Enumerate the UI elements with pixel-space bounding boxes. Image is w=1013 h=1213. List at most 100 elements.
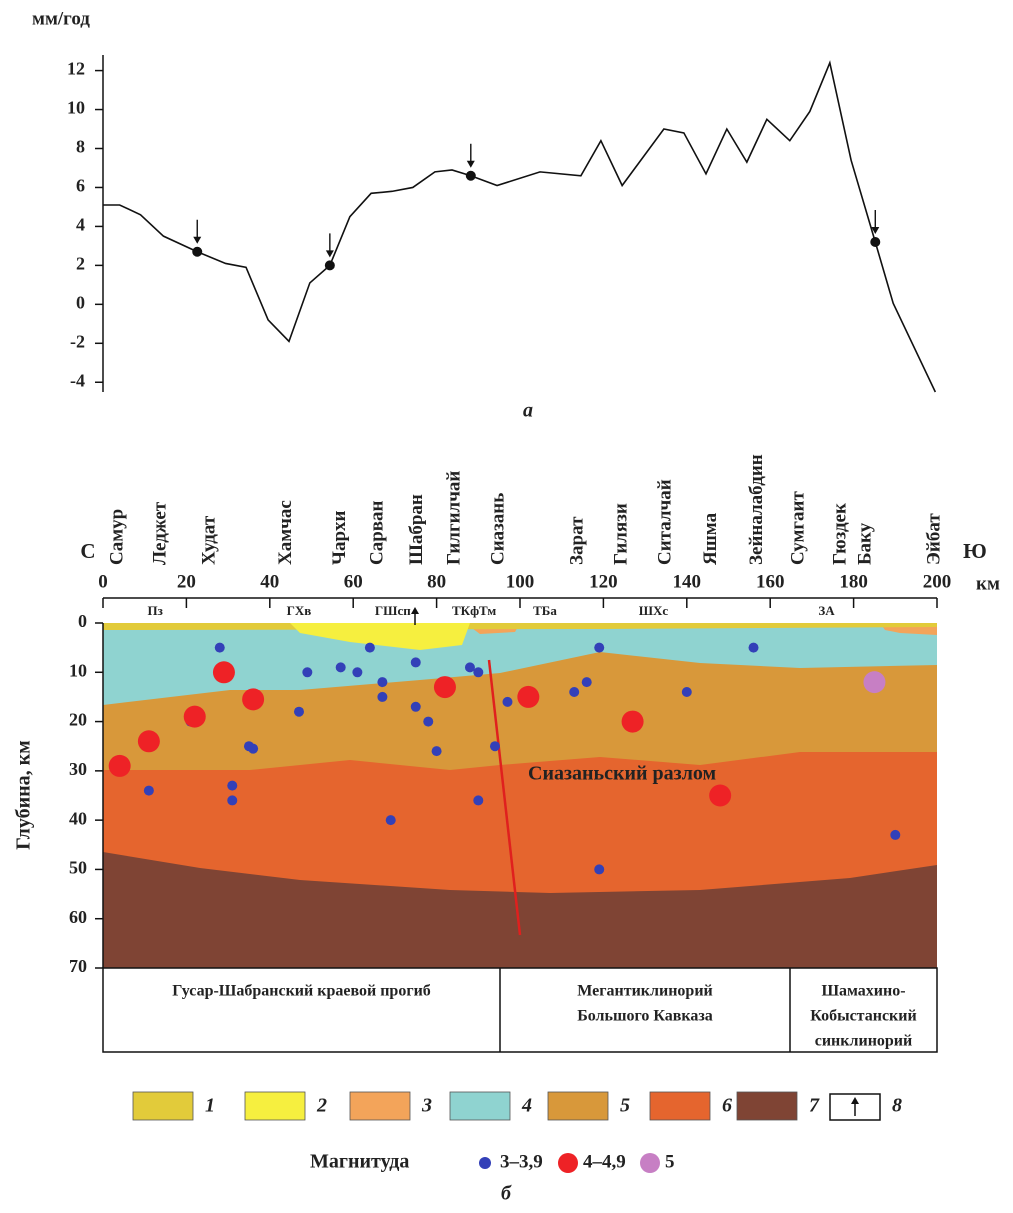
earthquake (709, 784, 732, 807)
x-tick-label: 20 (177, 571, 196, 592)
place-label: Сиазань (488, 493, 509, 565)
earthquake (410, 657, 421, 668)
y-tick-label: -2 (70, 331, 85, 351)
earthquake (293, 706, 304, 717)
structure-label: Гусар-Шабранский краевой прогиб (172, 983, 431, 1000)
arrow-head (871, 227, 880, 235)
y-tick-label: -4 (70, 370, 85, 390)
earthquake (473, 795, 484, 806)
legend-label: 4 (521, 1095, 532, 1117)
earthquake (364, 642, 375, 653)
y-tick-label: 2 (76, 254, 85, 274)
earthquake (863, 671, 886, 694)
earthquake (377, 677, 388, 688)
zone-label: ТБа (533, 603, 557, 618)
earthquake (227, 795, 238, 806)
zone-label: ТКфТм (452, 603, 496, 618)
legend-swatch (736, 1091, 798, 1121)
structure-label: Шамахино- (821, 983, 905, 1000)
structure-label: синклинорий (815, 1033, 913, 1050)
x-tick-label: 80 (427, 571, 446, 592)
place-label: Зейналабдин (746, 454, 767, 565)
y-tick-label: 70 (69, 956, 87, 976)
structure-label: Кобыстанский (810, 1008, 916, 1025)
earthquake (385, 815, 396, 826)
x-tick-label: 180 (839, 571, 868, 592)
y-tick-label: 10 (69, 660, 87, 680)
y-tick-label: 6 (76, 176, 85, 196)
zone-label: ЗА (818, 603, 835, 618)
earthquake (489, 741, 500, 752)
legend-label: 6 (722, 1095, 732, 1117)
x-unit: км (976, 573, 1000, 594)
place-label: Зарат (567, 516, 588, 565)
y-tick-label: 50 (69, 858, 87, 878)
zone-label: ШХс (639, 603, 669, 618)
direction-label: Ю (963, 539, 987, 563)
zone-label: ГШсп (375, 603, 411, 618)
structure-frame (102, 967, 938, 1053)
legend-label: 3–3,9 (500, 1151, 543, 1172)
place-label: Яшма (700, 512, 721, 565)
place-label: Гилязи (611, 503, 632, 565)
y-axis-label: Глубина, км (13, 740, 35, 850)
x-tick-label: 160 (756, 571, 785, 592)
earthquake (108, 754, 131, 777)
direction-label: С (80, 539, 95, 563)
legend-marker (558, 1153, 578, 1173)
earthquake (242, 688, 265, 711)
legend-arrow-head (851, 1097, 859, 1104)
place-label: Худат (199, 515, 220, 565)
legend-label: 2 (316, 1095, 327, 1117)
cross-section (103, 607, 937, 968)
x-tick-label: 200 (923, 571, 952, 592)
legend-label: 5 (620, 1095, 630, 1117)
legend-label: 5 (665, 1151, 675, 1172)
legend-marker (479, 1157, 491, 1169)
earthquake (212, 661, 235, 684)
caption: б (501, 1183, 512, 1205)
y-tick-label: 60 (69, 907, 87, 927)
place-label: Сумгаит (788, 490, 809, 565)
legend-swatch (649, 1091, 711, 1121)
y-tick-label: 0 (78, 611, 87, 631)
place-label: Хамчас (275, 500, 296, 565)
earthquake (594, 864, 605, 875)
place-label: Леджет (150, 501, 171, 565)
y-tick-label: 30 (69, 759, 87, 779)
earthquake (302, 667, 313, 678)
y-tick-label: 4 (76, 215, 85, 235)
y-tick-label: 20 (69, 710, 87, 730)
legend-swatch (349, 1091, 411, 1121)
x-tick-label: 100 (506, 571, 535, 592)
earthquake (569, 687, 580, 697)
caption: а (523, 400, 533, 422)
earthquake (431, 746, 442, 757)
legend-label: 3 (421, 1095, 432, 1117)
station-point (192, 246, 203, 257)
legend-swatch (244, 1091, 306, 1121)
x-tick-label: 60 (344, 571, 363, 592)
earthquake (473, 667, 484, 678)
place-label: Сарван (367, 500, 388, 565)
y-tick-label: 40 (69, 808, 87, 828)
earthquake (621, 710, 644, 733)
earthquake (137, 730, 160, 753)
x-tick-label: 40 (260, 571, 279, 592)
x-tick-label: 140 (673, 571, 702, 592)
earthquake (183, 705, 206, 728)
arrow-head (466, 160, 475, 168)
place-label: Эйбат (923, 513, 944, 565)
annotation: Сиазаньский разлом (528, 763, 716, 785)
place-label: Шабран (406, 494, 427, 565)
earthquake (517, 685, 540, 708)
station-point (870, 237, 881, 248)
earthquake (748, 642, 759, 653)
fault-line (487, 659, 522, 936)
legend-swatch (132, 1091, 194, 1121)
earthquake (143, 785, 154, 796)
y-tick-label: 10 (67, 98, 85, 118)
legend-label: 4–4,9 (583, 1151, 626, 1172)
earthquake (464, 662, 475, 673)
earthquake (581, 677, 592, 688)
